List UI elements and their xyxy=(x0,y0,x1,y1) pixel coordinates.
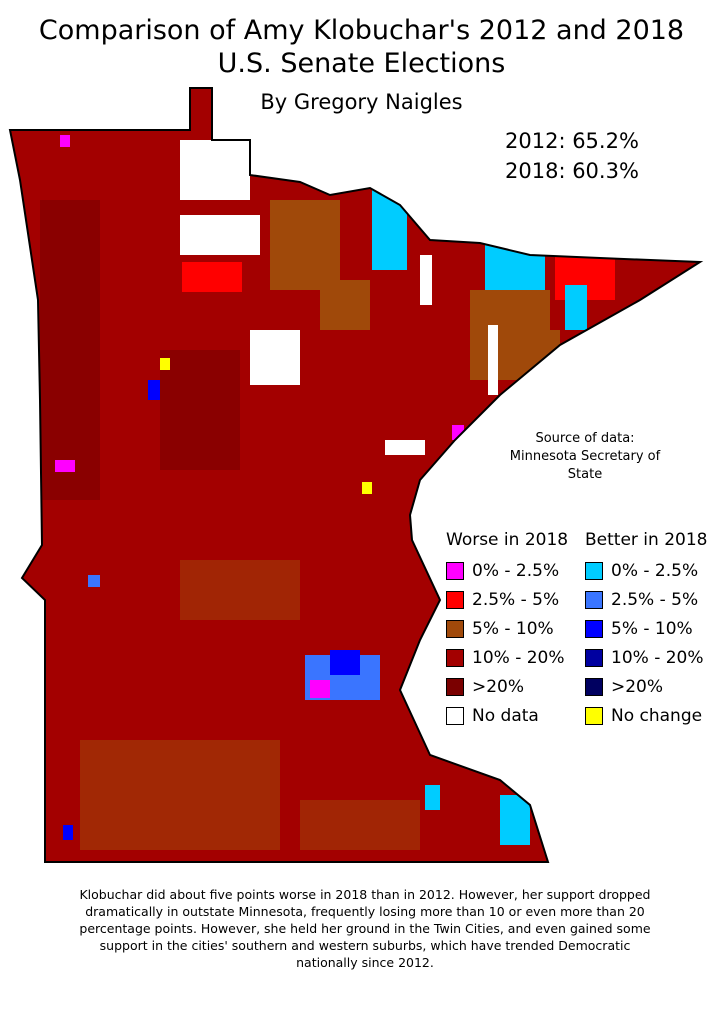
legend-label: No change xyxy=(611,705,703,726)
title: Comparison of Amy Klobuchar's 2012 and 2… xyxy=(38,15,685,79)
legend-label: 2.5% - 5% xyxy=(611,589,699,610)
legend-item: 5% - 10% xyxy=(585,614,707,643)
legend-item: 0% - 2.5% xyxy=(585,556,707,585)
legend-item: >20% xyxy=(585,672,707,701)
result: 2012: 65.2% xyxy=(505,129,639,153)
legend-swatch xyxy=(446,648,464,667)
legend-swatch xyxy=(585,648,603,667)
legend-swatch xyxy=(446,677,464,696)
result: 2018: 60.3% xyxy=(505,159,639,183)
legend-swatch xyxy=(585,561,603,580)
legend-swatch xyxy=(585,590,603,609)
legend-item: >20% xyxy=(446,672,568,701)
legend-swatch xyxy=(446,561,464,580)
legend-label: 5% - 10% xyxy=(472,618,554,639)
legend-label: 0% - 2.5% xyxy=(611,560,699,581)
legend-group: Better in 2018 0% - 2.5% 2.5% - 5% 5% - 10%… xyxy=(585,530,707,730)
legend-title: Worse in 2018 xyxy=(446,530,569,550)
legend-label: 10% - 20% xyxy=(472,647,565,668)
legend-swatch xyxy=(446,619,464,638)
legend-label: 10% - 20% xyxy=(611,647,704,668)
legend-group: Worse in 2018 0% - 2.5% 2.5% - 5% 5% - 10% 1… xyxy=(446,530,568,730)
legend-label: 5% - 10% xyxy=(611,618,693,639)
legend-label: No data xyxy=(472,705,539,726)
legend-label: >20% xyxy=(472,676,525,697)
subtitle: By Gregory Naigles xyxy=(260,90,463,114)
legend-item: 0% - 2.5% xyxy=(446,556,568,585)
legend-item: 2.5% - 5% xyxy=(585,585,707,614)
legend-label: 0% - 2.5% xyxy=(472,560,560,581)
legend-item: 2.5% - 5% xyxy=(446,585,568,614)
source: Source of data: Minnesota Secretary of S… xyxy=(509,431,661,482)
legend-label: >20% xyxy=(611,676,664,697)
legend-item: 10% - 20% xyxy=(585,643,707,672)
legend-swatch xyxy=(585,677,603,696)
legend-swatch xyxy=(446,590,464,609)
legend-label: 2.5% - 5% xyxy=(472,589,560,610)
legend-item: No change xyxy=(585,701,707,730)
results: 2012: 65.2% 2018: 60.3% xyxy=(505,126,639,186)
legend-swatch xyxy=(585,706,603,725)
legend-item: 5% - 10% xyxy=(446,614,568,643)
legend-item: 10% - 20% xyxy=(446,643,568,672)
legend-swatch xyxy=(446,706,464,725)
caption: Klobuchar did about five points worse in… xyxy=(79,887,651,970)
legend-title: Better in 2018 xyxy=(585,530,708,550)
legend-item: No data xyxy=(446,701,568,730)
legend-swatch xyxy=(585,619,603,638)
